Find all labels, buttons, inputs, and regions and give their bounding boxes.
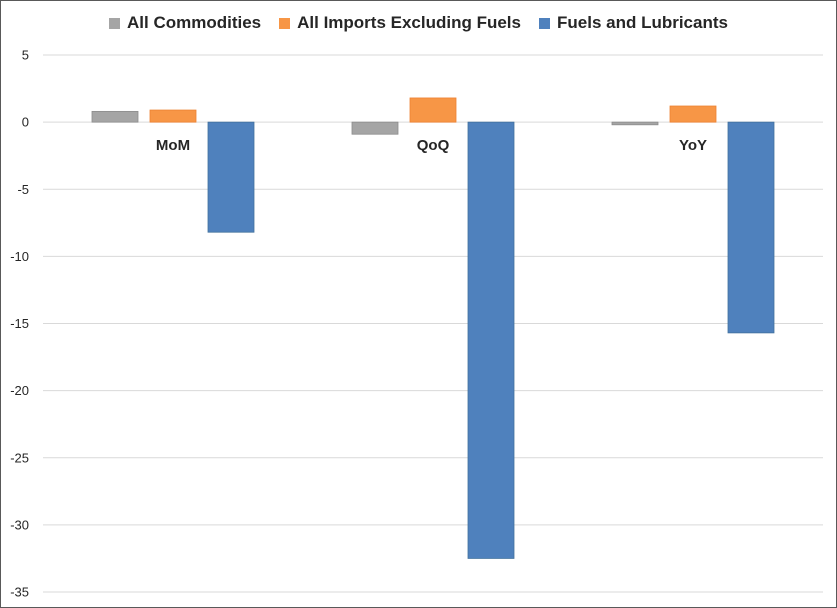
y-tick-label: -15 — [10, 316, 29, 331]
legend-swatch-fuels-and-lubricants — [539, 17, 550, 29]
bar-qoq-series-1 — [409, 97, 457, 123]
bar-yoy-series-1 — [669, 105, 717, 123]
bar-yoy-series-0 — [611, 121, 659, 126]
legend-item-all-commodities: All Commodities — [109, 13, 261, 33]
legend-label-all-imports-excluding-fuels: All Imports Excluding Fuels — [297, 13, 521, 32]
bar-mom-series-2 — [207, 121, 255, 233]
category-label-yoy: YoY — [679, 137, 707, 154]
y-tick-label: -20 — [10, 383, 29, 398]
y-tick-label: -5 — [17, 182, 29, 197]
y-tick-label: 5 — [22, 48, 29, 63]
y-tick-label: -30 — [10, 517, 29, 532]
bar-yoy-series-2 — [727, 121, 775, 334]
legend: All Commodities All Imports Excluding Fu… — [1, 13, 836, 33]
category-label-qoq: QoQ — [417, 137, 450, 154]
legend-item-fuels-and-lubricants: Fuels and Lubricants — [539, 13, 728, 33]
bar-mom-series-1 — [149, 109, 197, 123]
legend-label-fuels-and-lubricants: Fuels and Lubricants — [557, 13, 728, 32]
bar-mom-series-0 — [91, 110, 139, 123]
legend-item-all-imports-excluding-fuels: All Imports Excluding Fuels — [279, 13, 521, 33]
y-tick-label: -25 — [10, 450, 29, 465]
legend-swatch-all-imports-excluding-fuels — [279, 17, 291, 29]
y-tick-label: -10 — [10, 249, 29, 264]
category-label-mom: MoM — [156, 137, 190, 154]
legend-swatch-all-commodities — [109, 17, 120, 29]
y-tick-label: 0 — [22, 115, 29, 130]
bar-qoq-series-2 — [467, 121, 515, 559]
legend-label-all-commodities: All Commodities — [127, 13, 262, 32]
y-tick-label: -35 — [10, 585, 29, 600]
bar-qoq-series-0 — [351, 121, 399, 135]
